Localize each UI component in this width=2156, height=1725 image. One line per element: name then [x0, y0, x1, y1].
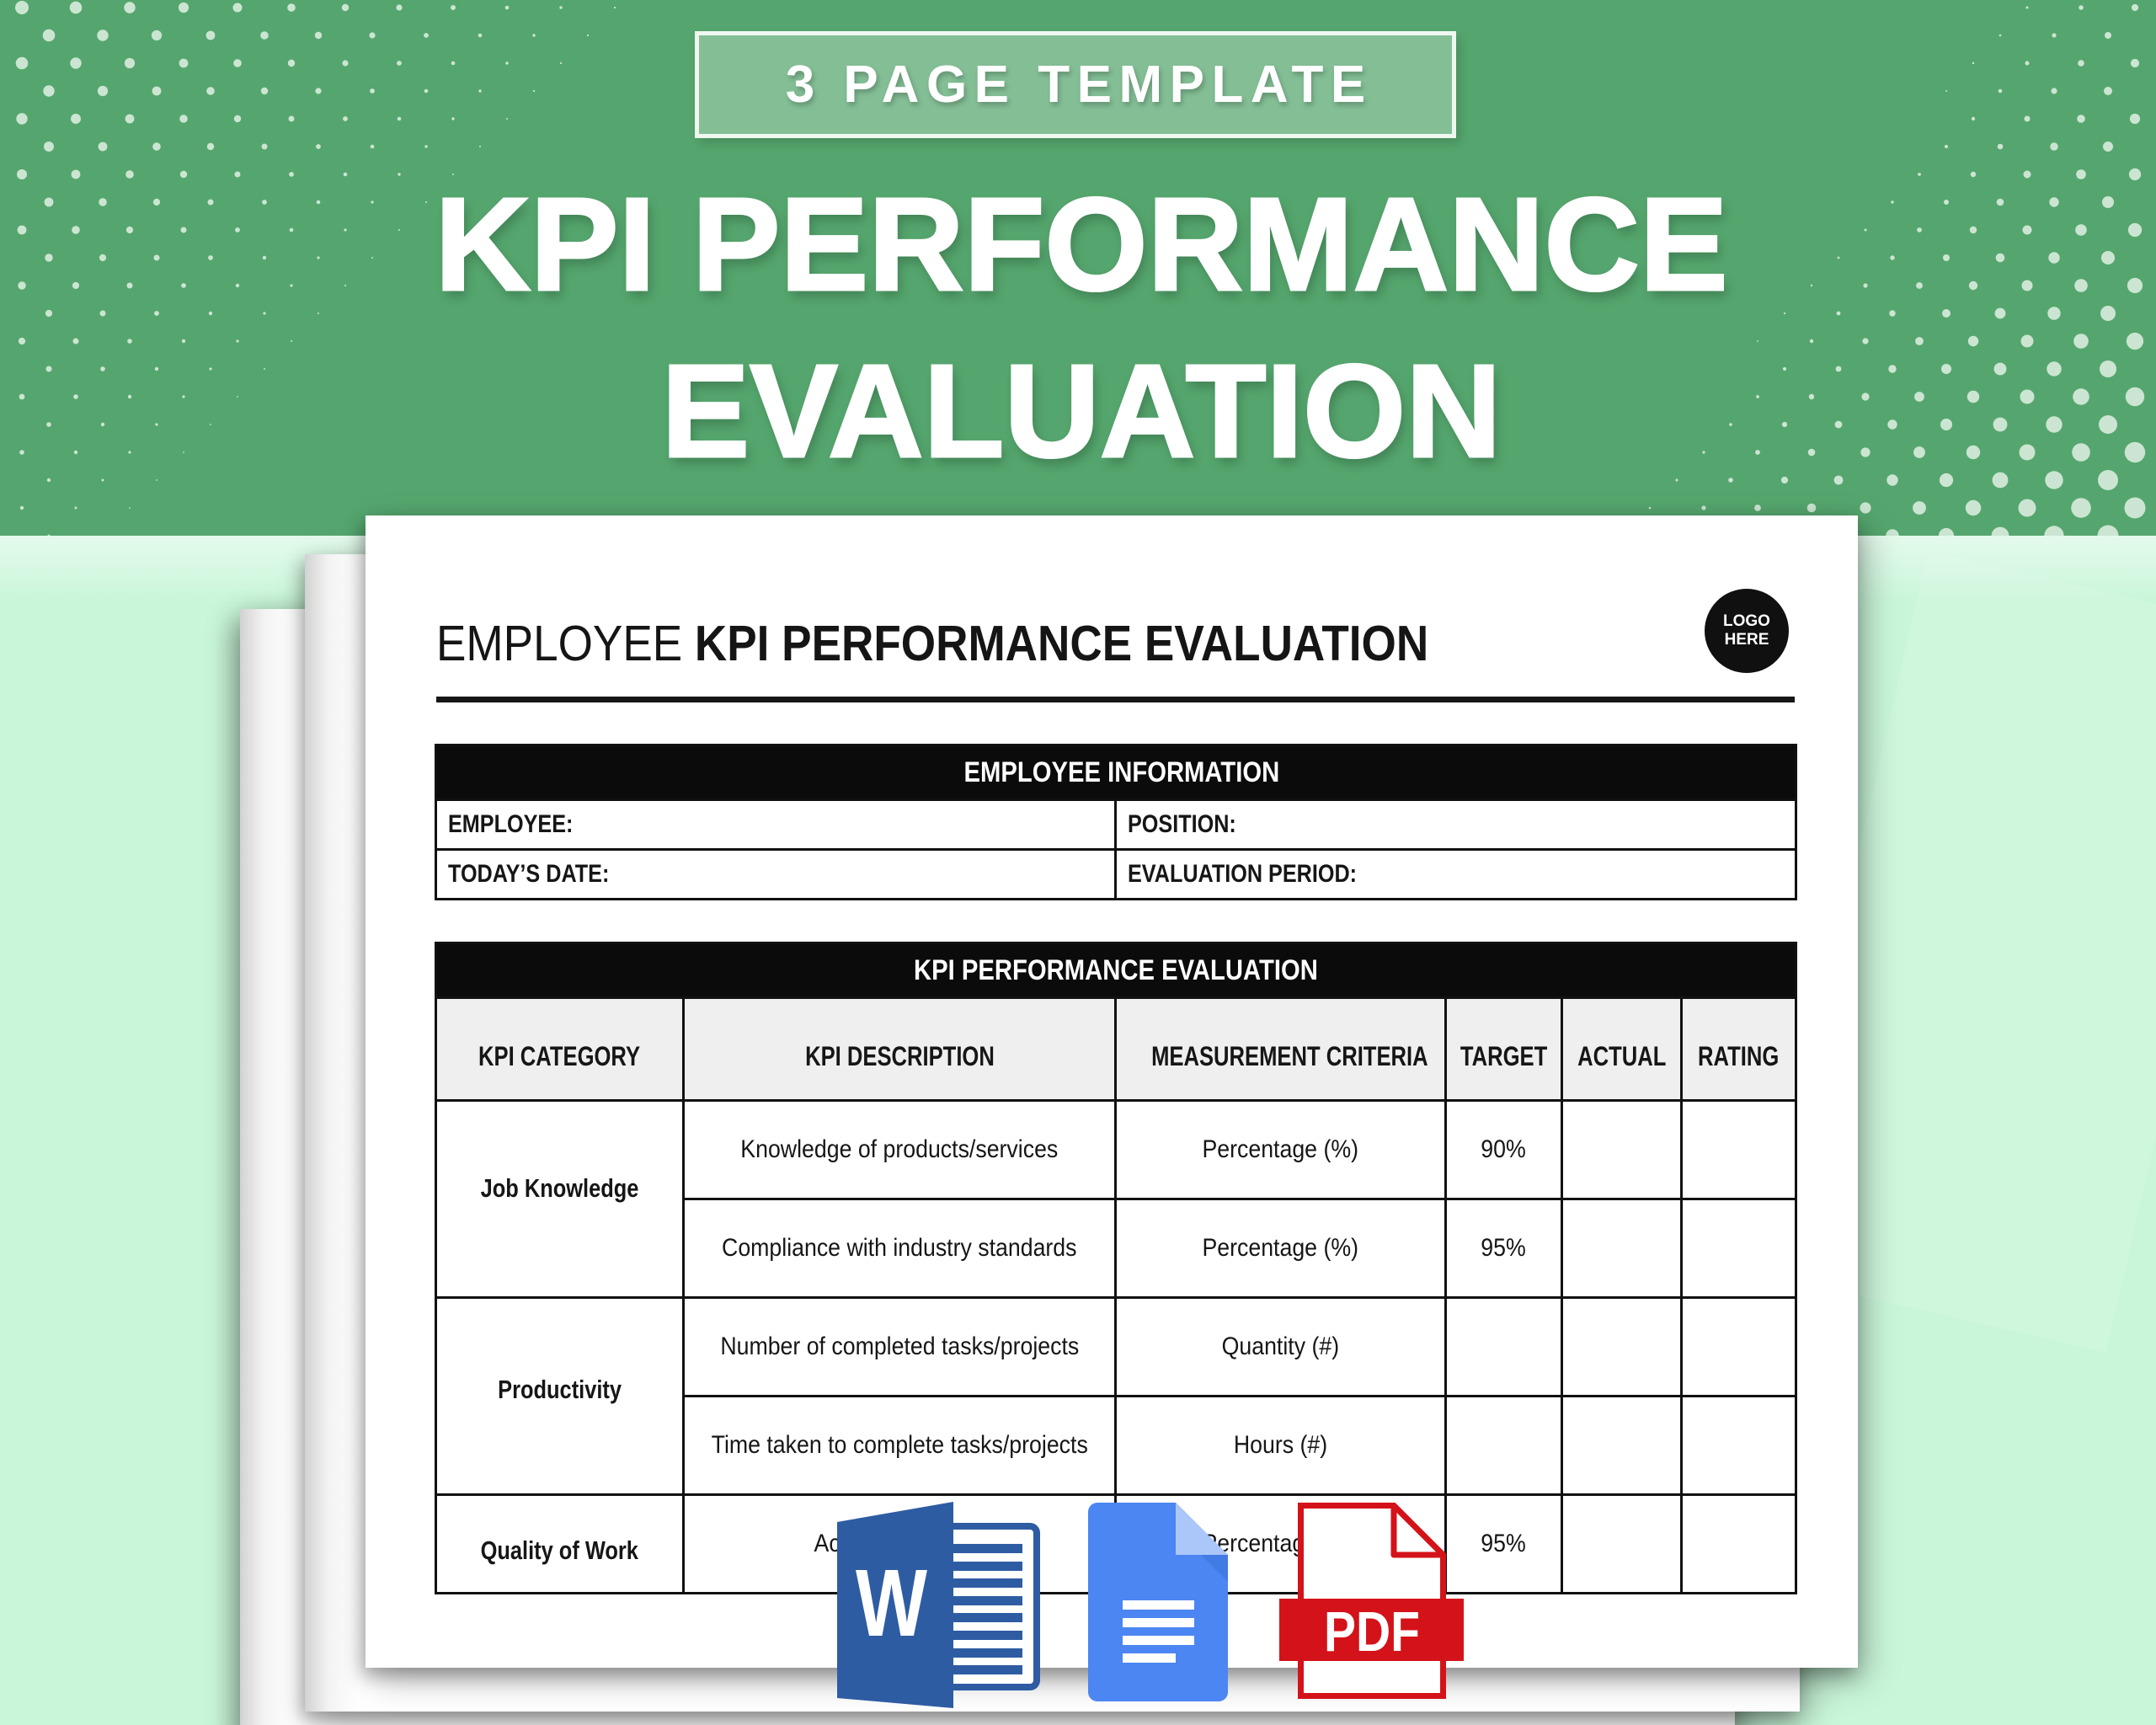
svg-text:PDF: PDF [1324, 1600, 1420, 1664]
svg-text:W: W [856, 1550, 927, 1656]
